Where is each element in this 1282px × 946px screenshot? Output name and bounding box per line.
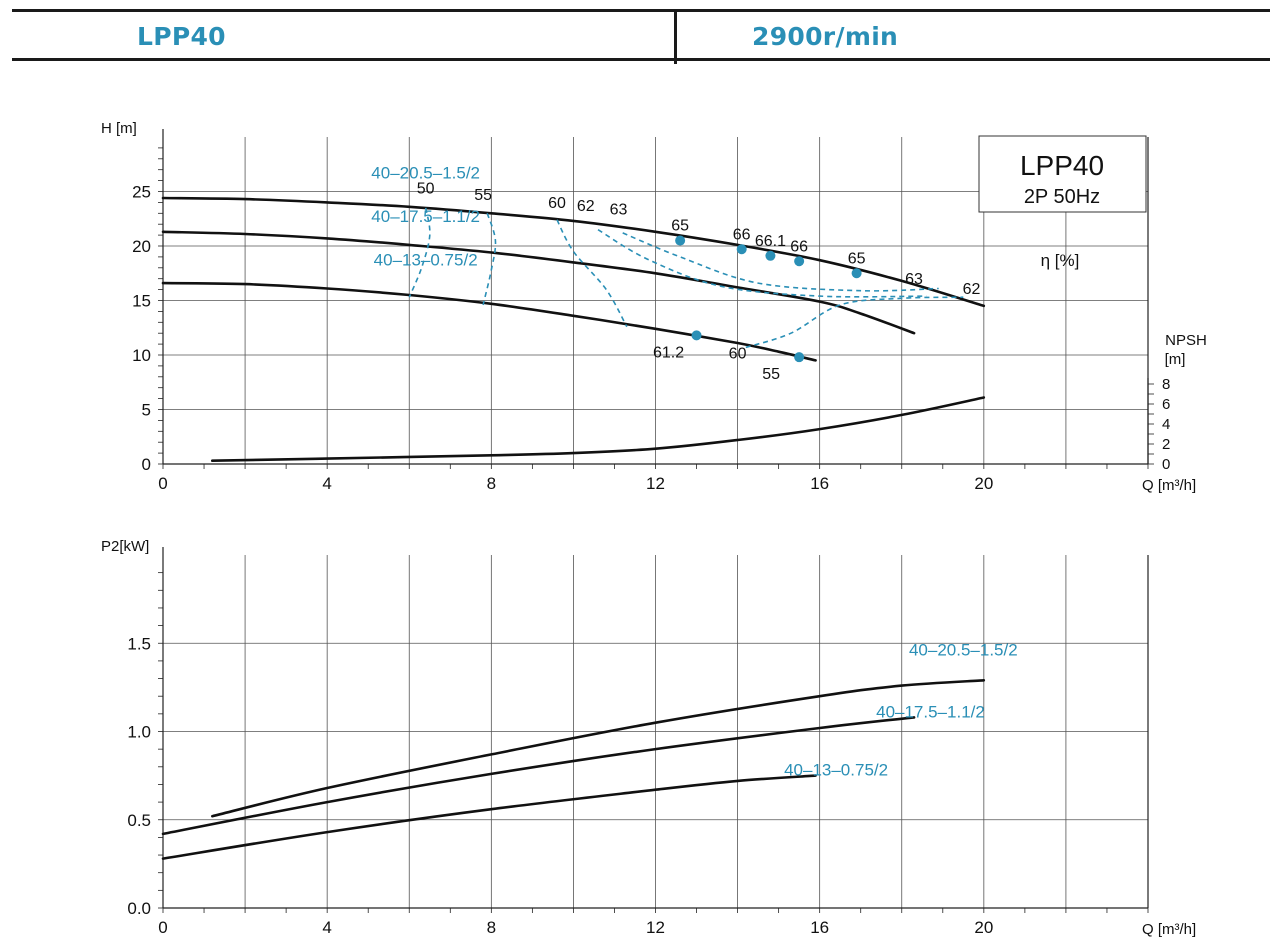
head-efficiency-dot-label: 66.1 [755,233,786,250]
head-y-tick-label: 5 [142,401,151,420]
power-y-tick-label: 0.0 [127,899,151,918]
power-x-tick-label: 16 [810,918,829,937]
head-efficiency-dot [765,250,776,261]
head-series-label: 40–13–0.75/2 [374,251,478,270]
head-efficiency-label: 63 [905,271,923,288]
head-y-tick-label: 10 [132,346,151,365]
head-series-label: 40–20.5–1.5/2 [371,163,480,182]
head-efficiency-contour [745,296,964,349]
power-y-axis-label: P2[kW] [101,538,149,555]
head-x-tick-label: 16 [810,474,829,493]
head-efficiency-label: 62 [577,198,595,215]
head-efficiency-label: 62 [963,281,981,298]
head-efficiency-dot-label: 66 [733,226,751,243]
head-npsh-tick-label: 4 [1162,416,1170,433]
head-efficiency-contour [597,229,927,298]
head-efficiency-label: 60 [548,195,566,212]
head-efficiency-contour [556,219,628,328]
header-divider [674,9,677,64]
head-efficiency-label: 50 [417,181,435,198]
head-x-axis-label: Q [m³/h] [1142,477,1196,494]
power-x-tick-label: 20 [974,918,993,937]
power-series-label: 40–17.5–1.1/2 [876,702,985,721]
head-efficiency-dot [736,244,747,255]
power-series-line [161,716,916,836]
head-series-label: 40–17.5–1.1/2 [371,207,480,226]
power-series-line [161,774,817,860]
power-series-label: 40–13–0.75/2 [784,761,888,780]
head-series-line [161,196,986,308]
head-efficiency-dot [851,268,862,279]
head-efficiency-contour [408,207,431,298]
head-npsh-tick-label: 6 [1162,396,1170,413]
head-efficiency-contour [482,213,497,306]
power-series-label: 40–20.5–1.5/2 [909,641,1018,660]
head-efficiency-contour [622,232,939,292]
head-npsh-label: NPSH [1165,332,1207,349]
power-x-axis-label: Q [m³/h] [1142,921,1196,938]
power-x-tick-label: 8 [487,918,496,937]
head-efficiency-dot [794,352,805,363]
header-bar: LPP40 2900r/min [12,9,1270,64]
head-efficiency-label: 63 [610,201,628,218]
head-efficiency-dot-label: 65 [848,250,866,267]
head-legend-box [978,135,1147,213]
head-legend-title: LPP40 [1020,150,1104,181]
head-y-tick-label: 0 [142,455,151,474]
head-legend-subtitle: 2P 50Hz [1024,186,1100,208]
power-y-tick-label: 1.5 [127,634,151,653]
head-npsh-tick-label: 0 [1162,456,1170,473]
head-x-tick-label: 20 [974,474,993,493]
power-y-tick-label: 1.0 [127,723,151,742]
head-efficiency-label: 55 [474,187,492,204]
head-efficiency-label: 60 [729,345,747,362]
head-y-tick-label: 25 [132,183,151,202]
head-efficiency-dot [675,235,686,246]
power-x-tick-label: 4 [322,918,331,937]
head-x-tick-label: 4 [322,474,331,493]
head-x-tick-label: 12 [646,474,665,493]
head-x-tick-label: 0 [158,474,167,493]
head-efficiency-dot-label: 61.2 [653,344,684,361]
head-eta-label: η [%] [1041,251,1080,270]
head-efficiency-dot-label: 65 [671,218,689,235]
head-y-tick-label: 15 [132,292,151,311]
power-x-tick-label: 12 [646,918,665,937]
power-y-tick-label: 0.5 [127,811,151,830]
head-efficiency-dot-label: 66 [790,238,808,255]
speed-title: 2900r/min [752,22,899,51]
model-title: LPP40 [137,22,226,51]
head-y-axis-label: H [m] [101,120,137,137]
head-efficiency-dot [794,256,805,267]
power-series-line [211,679,986,818]
head-npsh-tick-label: 2 [1162,436,1170,453]
head-efficiency-dot-label: 55 [762,366,780,383]
head-x-tick-label: 8 [487,474,496,493]
head-npsh-tick-label: 8 [1162,376,1170,393]
head-series-line [161,230,916,335]
head-series-line [161,281,817,362]
head-series-line [211,396,986,462]
head-efficiency-dot [691,330,702,341]
power-x-tick-label: 0 [158,918,167,937]
head-npsh-unit: [m] [1165,351,1186,368]
head-y-tick-label: 20 [132,237,151,256]
